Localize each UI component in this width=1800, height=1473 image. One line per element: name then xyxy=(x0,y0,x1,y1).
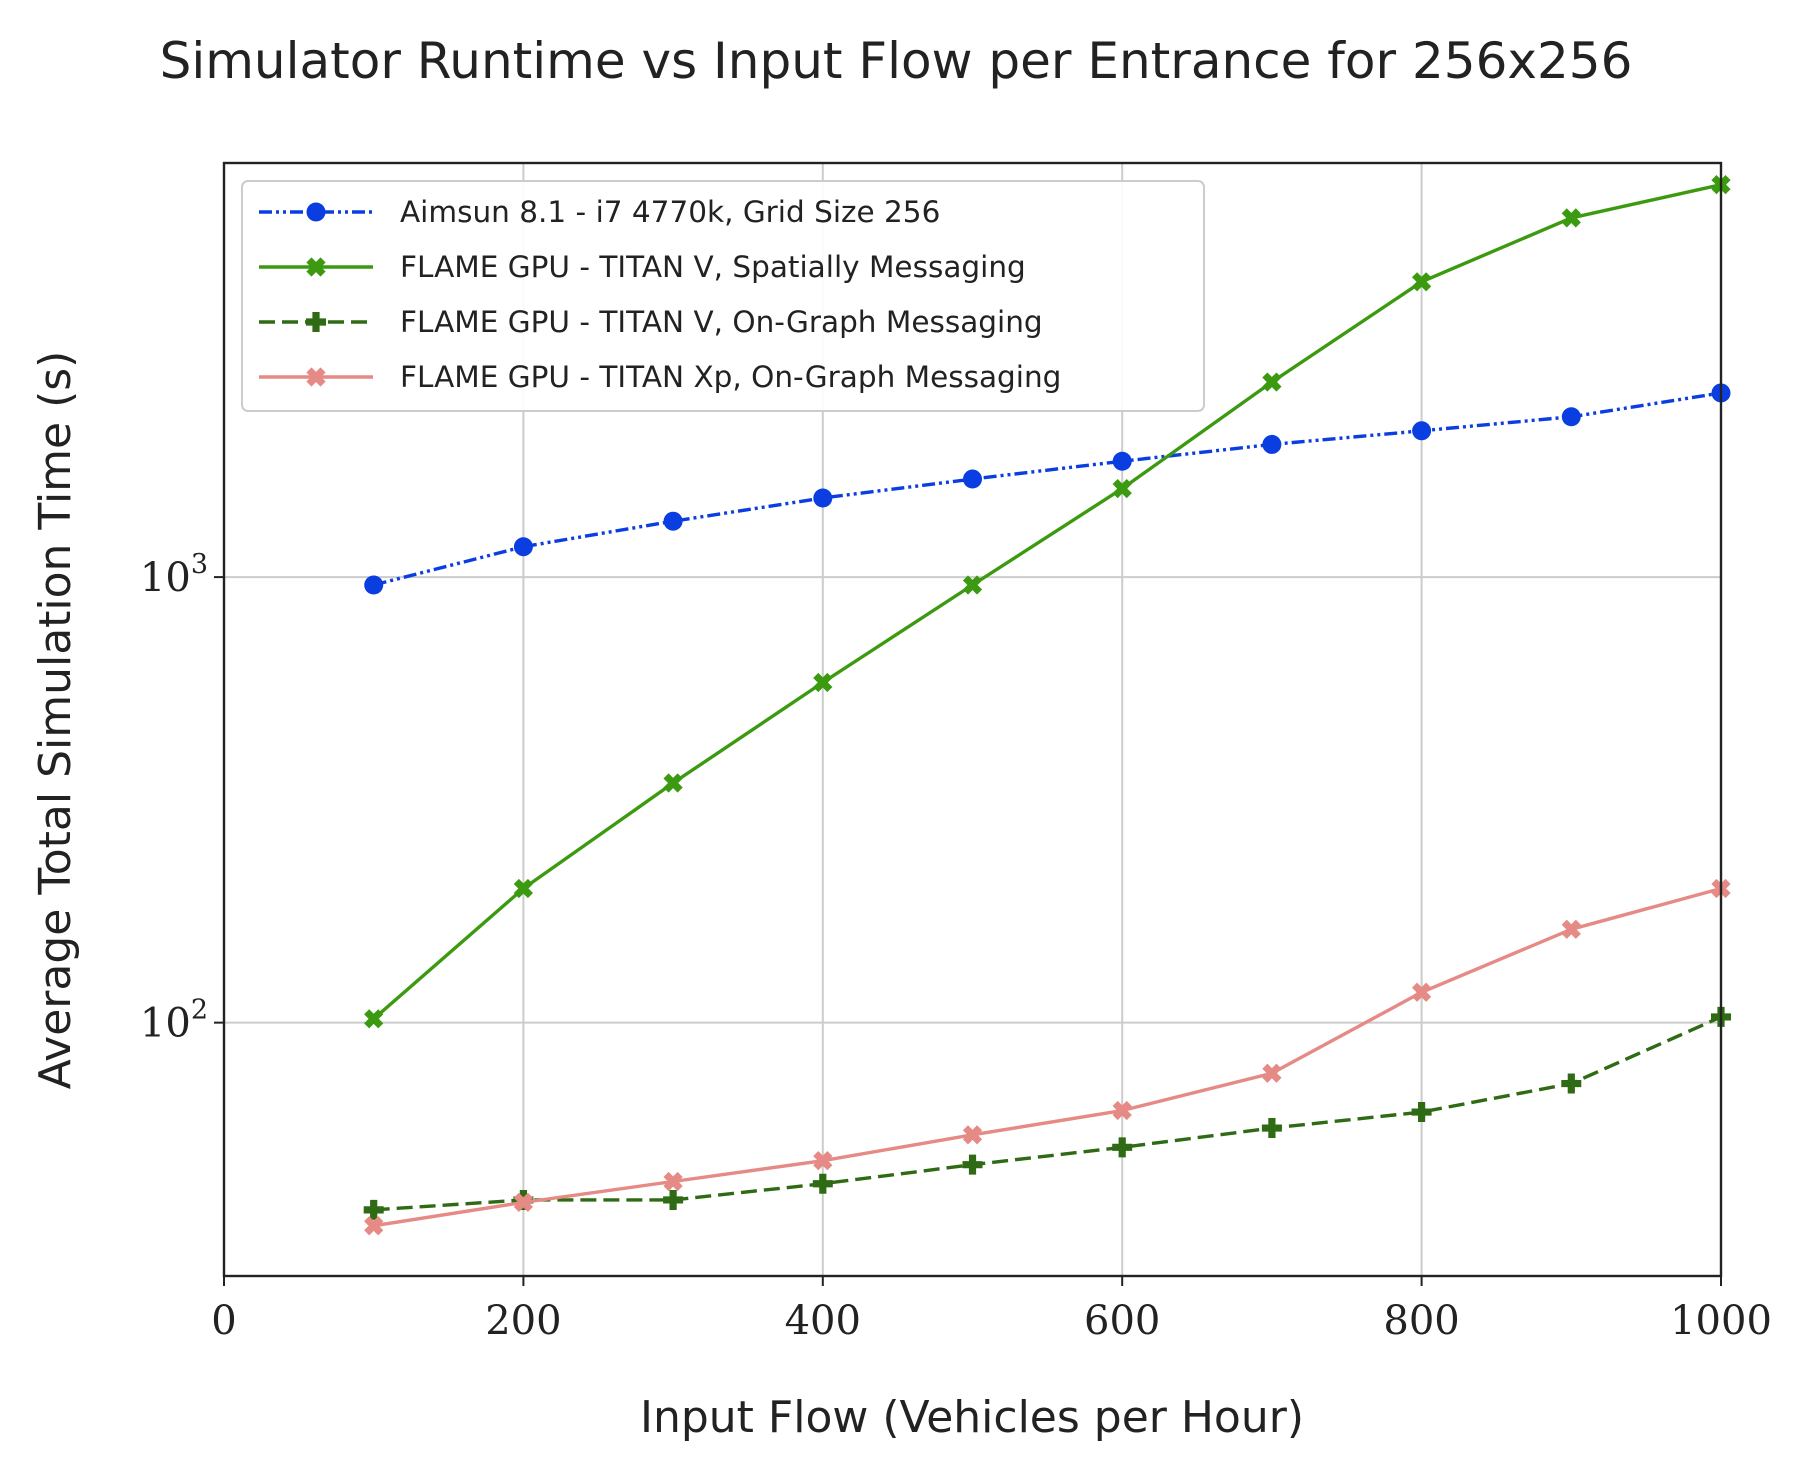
legend-entries: Aimsun 8.1 - i7 4770k, Grid Size 256 FLAM… xyxy=(259,195,1061,394)
data-point xyxy=(663,1171,683,1192)
data-point xyxy=(1411,1102,1432,1123)
data-point xyxy=(663,511,683,531)
data-point xyxy=(663,773,683,793)
x-axis: 0 200 400 600 800 1000 xyxy=(211,1276,1772,1344)
data-point xyxy=(663,1189,684,1210)
x-tick-label: 600 xyxy=(1084,1298,1160,1344)
data-point xyxy=(812,1173,833,1194)
data-point xyxy=(364,575,384,595)
legend-marker xyxy=(306,367,326,387)
data-point xyxy=(1561,208,1581,228)
data-point xyxy=(513,1192,534,1212)
data-point xyxy=(1262,1063,1282,1083)
data-point xyxy=(1112,451,1132,471)
legend-entry: FLAME GPU - TITAN Xp, On-Graph Messaging xyxy=(259,360,1061,394)
series-line xyxy=(373,1015,1722,1212)
series-line xyxy=(373,886,1722,1228)
y-axis-label: Average Total Simulation Time (s) xyxy=(30,351,81,1090)
legend-marker xyxy=(306,202,326,222)
data-point xyxy=(363,1199,384,1220)
x-tick-label: 400 xyxy=(785,1298,861,1344)
x-tick-label: 800 xyxy=(1383,1298,1459,1344)
x-axis-label: Input Flow (Vehicles per Hour) xyxy=(640,1392,1304,1443)
legend-entry: FLAME GPU - TITAN V, Spatially Messaging xyxy=(259,250,1026,284)
y-axis: 102 103 xyxy=(140,549,224,1047)
series-3 xyxy=(363,1006,1731,1220)
legend-label: FLAME GPU - TITAN V, On-Graph Messaging xyxy=(400,305,1043,339)
data-point xyxy=(1112,478,1132,499)
chart-title: Simulator Runtime vs Input Flow per Entr… xyxy=(160,32,1633,90)
legend-label: FLAME GPU - TITAN V, Spatially Messaging xyxy=(400,250,1026,284)
data-point xyxy=(513,537,533,557)
y-tick-label: 103 xyxy=(140,549,208,601)
series-2 xyxy=(364,175,1731,1029)
data-point xyxy=(1412,421,1432,441)
legend-marker xyxy=(306,257,326,277)
plot-frame xyxy=(222,161,1723,1278)
data-point xyxy=(1112,1100,1132,1121)
data-point xyxy=(813,672,833,693)
series-layer xyxy=(363,175,1731,1236)
data-point xyxy=(813,1151,833,1171)
data-point xyxy=(1561,1073,1582,1094)
data-point xyxy=(1262,434,1282,454)
data-point xyxy=(364,1009,384,1029)
legend-entry: Aimsun 8.1 - i7 4770k, Grid Size 256 xyxy=(259,195,940,229)
x-tick-label: 200 xyxy=(485,1298,561,1344)
series-line xyxy=(372,183,1722,1021)
series-1 xyxy=(364,383,1731,595)
data-point xyxy=(1112,1137,1133,1158)
data-point xyxy=(962,1154,983,1175)
data-point xyxy=(364,1216,384,1236)
data-point xyxy=(1262,372,1282,392)
data-point xyxy=(513,878,534,899)
data-point xyxy=(1561,919,1581,939)
legend-marker xyxy=(306,312,326,332)
data-point xyxy=(1561,407,1581,427)
legend-label: Aimsun 8.1 - i7 4770k, Grid Size 256 xyxy=(400,195,940,229)
data-point xyxy=(813,488,833,508)
series-4 xyxy=(364,878,1731,1236)
data-point xyxy=(963,469,982,489)
x-tick-label: 0 xyxy=(211,1298,236,1344)
y-tick-label: 102 xyxy=(140,995,208,1047)
data-point xyxy=(1411,982,1432,1002)
data-point xyxy=(962,575,983,595)
data-point xyxy=(1411,272,1432,292)
legend-entry: FLAME GPU - TITAN V, On-Graph Messaging xyxy=(259,305,1043,339)
data-point xyxy=(962,1125,983,1145)
series-line xyxy=(373,391,1722,587)
data-point xyxy=(1261,1118,1282,1139)
legend: Aimsun 8.1 - i7 4770k, Grid Size 256 FLAM… xyxy=(241,180,1205,412)
legend-label: FLAME GPU - TITAN Xp, On-Graph Messaging xyxy=(400,360,1061,394)
x-tick-label: 1000 xyxy=(1670,1298,1772,1344)
legend-box xyxy=(241,180,1205,412)
